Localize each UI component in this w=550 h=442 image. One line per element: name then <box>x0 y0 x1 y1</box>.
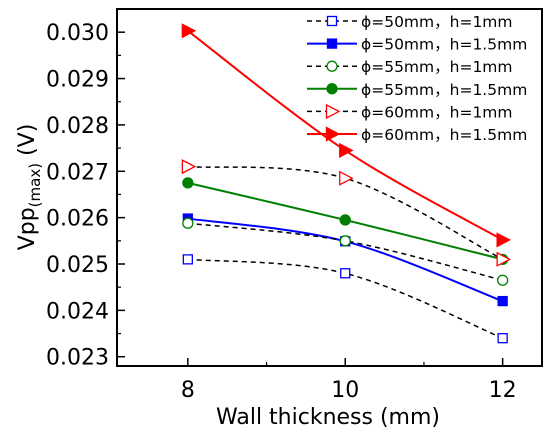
legend-label-6: ϕ=60mm，h=1.5mm <box>361 126 527 144</box>
legend-marker-5 <box>325 103 341 119</box>
data-point-series-5 <box>496 251 512 267</box>
series-lines <box>187 29 504 339</box>
data-point-series-4 <box>182 177 194 189</box>
legend-label-2: ϕ=50mm，h=1.5mm <box>361 36 527 54</box>
x-tick-label: 8 <box>181 378 195 403</box>
legend-label-5: ϕ=60mm，h=1mm <box>361 103 513 121</box>
data-point-series-6 <box>496 232 512 248</box>
data-point-series-5 <box>181 159 197 175</box>
series-line-1 <box>187 258 503 339</box>
data-point-series-6 <box>339 142 354 158</box>
data-point-series-2 <box>497 295 508 307</box>
series-line-5 <box>187 165 503 261</box>
data-point-series-6 <box>181 23 197 39</box>
data-point-series-1 <box>340 268 351 279</box>
data-point-series-3 <box>339 235 351 247</box>
data-point-series-1 <box>497 333 508 344</box>
legend-marker-6 <box>325 126 341 142</box>
series-line-3 <box>187 222 503 281</box>
legend-marker-4 <box>326 83 338 95</box>
y-tick-label: 0.025 <box>46 253 109 278</box>
axis-ticks <box>117 8 504 366</box>
x-tick-labels: 8 10 12 <box>181 378 517 403</box>
y-axis-title: Vpp(max) (V) <box>15 124 44 251</box>
y-axis-title-unit: (V) <box>15 124 40 163</box>
y-tick-label: 0.024 <box>46 299 109 324</box>
y-tick-label: 0.029 <box>46 68 109 93</box>
legend-label-1: ϕ=50mm，h=1mm <box>361 13 513 31</box>
y-tick-label: 0.027 <box>46 160 109 185</box>
y-tick-label: 0.030 <box>46 21 109 46</box>
y-axis-title-main: Vpp <box>15 207 40 250</box>
y-tick-label: 0.026 <box>46 207 109 232</box>
x-tick-label: 10 <box>331 378 359 403</box>
legend-marker-1 <box>326 15 338 27</box>
data-point-series-5 <box>339 170 354 186</box>
data-point-series-1 <box>182 254 193 265</box>
legend-marker-2 <box>326 38 338 49</box>
data-point-series-3 <box>496 274 509 286</box>
x-axis-title: Wall thickness (mm) <box>216 405 440 430</box>
data-point-series-3 <box>182 217 194 229</box>
legend: ϕ=50mm，h=1mm ϕ=50mm，h=1.5mm ϕ=55mm，h=1mm ϕ=… <box>307 13 527 144</box>
legend-marker-3 <box>326 60 338 72</box>
legend-label-3: ϕ=55mm，h=1mm <box>361 58 513 76</box>
x-tick-label: 12 <box>489 378 517 403</box>
y-axis-title-subscript: (max) <box>26 163 44 207</box>
legend-label-4: ϕ=55mm，h=1.5mm <box>361 81 527 99</box>
y-tick-labels: 0.023 0.024 0.025 0.026 0.027 0.028 0.029 0.030 <box>46 21 109 371</box>
y-tick-label: 0.023 <box>46 346 109 371</box>
series-line-2 <box>187 217 504 303</box>
series-markers <box>181 23 512 344</box>
data-point-series-4 <box>339 214 351 226</box>
y-tick-label: 0.028 <box>46 114 109 139</box>
plot-frame <box>116 8 543 367</box>
